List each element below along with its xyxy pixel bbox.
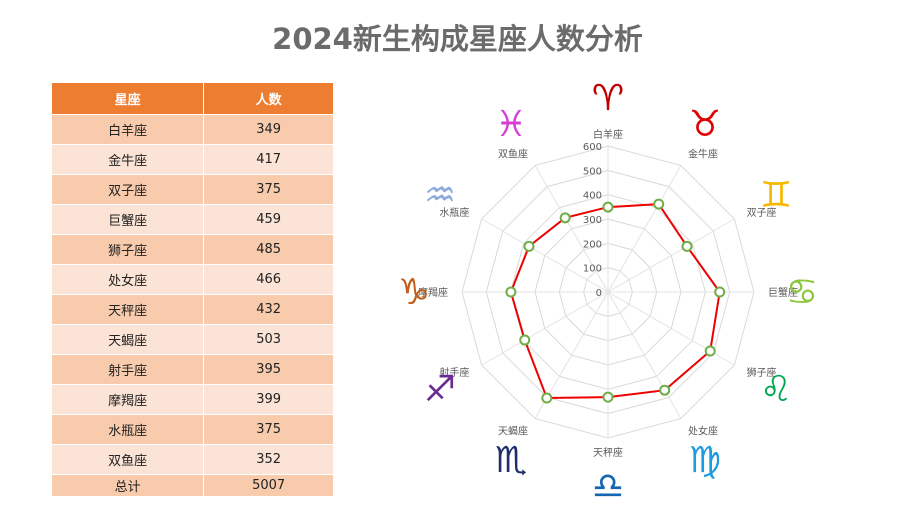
radar-category-label: 巨蟹座 bbox=[768, 286, 798, 299]
zodiac-count-table: 星座 人数 白羊座 349 金牛座 417 双子座 375 巨蟹座 459 狮子座 485 处女座 4… bbox=[50, 82, 334, 497]
table-row: 双子座 375 bbox=[50, 174, 334, 205]
column-header-count: 人数 bbox=[203, 82, 334, 115]
data-point bbox=[602, 201, 614, 213]
radar-spoke bbox=[607, 291, 735, 366]
cell-sign: 双鱼座 bbox=[50, 444, 205, 475]
radar-category-label: 白羊座 bbox=[593, 128, 623, 141]
cell-count: 417 bbox=[203, 144, 334, 175]
zodiac-symbol-icon: ♒ bbox=[424, 175, 456, 216]
cell-count: 349 bbox=[203, 114, 334, 145]
table-total-row: 总计 5007 bbox=[50, 474, 334, 497]
cell-count: 352 bbox=[203, 444, 334, 475]
cell-count: 399 bbox=[203, 384, 334, 415]
table-row: 巨蟹座 459 bbox=[50, 204, 334, 235]
radar-category-label: 水瓶座 bbox=[439, 206, 469, 219]
data-point bbox=[505, 286, 517, 298]
table-row: 射手座 395 bbox=[50, 354, 334, 385]
radar-spoke bbox=[607, 218, 735, 293]
zodiac-symbol-icon: ♎ bbox=[592, 466, 624, 507]
page-title: 2024新生构成星座人数分析 bbox=[272, 22, 643, 56]
radar-category-label: 双子座 bbox=[747, 206, 777, 219]
data-point bbox=[653, 198, 665, 210]
cell-sign: 水瓶座 bbox=[50, 414, 205, 445]
zodiac-symbol-icon: ♏ bbox=[495, 440, 527, 481]
table-row: 金牛座 417 bbox=[50, 144, 334, 175]
cell-count: 466 bbox=[203, 264, 334, 295]
cell-count: 459 bbox=[203, 204, 334, 235]
data-point bbox=[519, 334, 531, 346]
data-point bbox=[714, 286, 726, 298]
zodiac-symbol-icon: ♍ bbox=[689, 440, 721, 481]
zodiac-symbol-icon: ♓ bbox=[495, 104, 527, 145]
radar-tick-label: 500 bbox=[583, 166, 602, 177]
column-header-sign: 星座 bbox=[50, 82, 205, 115]
radar-category-label: 处女座 bbox=[688, 425, 718, 438]
radar-tick-label: 300 bbox=[583, 215, 602, 226]
radar-category-label: 天秤座 bbox=[593, 446, 623, 459]
table-row: 狮子座 485 bbox=[50, 234, 334, 265]
radar-category-label: 摩羯座 bbox=[418, 286, 448, 299]
zodiac-symbol-icon: ♊ bbox=[760, 175, 792, 216]
zodiac-symbol-icon: ♋ bbox=[786, 272, 818, 313]
zodiac-symbol-icon: ♈ bbox=[592, 80, 624, 119]
table-row: 摩羯座 399 bbox=[50, 384, 334, 415]
cell-sign: 天蝎座 bbox=[50, 324, 205, 355]
radar-category-label: 双鱼座 bbox=[498, 147, 528, 160]
cell-count: 375 bbox=[203, 414, 334, 445]
zodiac-symbol-icon: ♌ bbox=[760, 369, 792, 410]
data-point bbox=[541, 392, 553, 404]
cell-sign: 处女座 bbox=[50, 264, 205, 295]
cell-sign: 摩羯座 bbox=[50, 384, 205, 415]
radar-category-label: 天蝎座 bbox=[498, 425, 528, 438]
cell-count: 395 bbox=[203, 354, 334, 385]
radar-spoke bbox=[607, 291, 682, 419]
table-row: 天蝎座 503 bbox=[50, 324, 334, 355]
table-row: 处女座 466 bbox=[50, 264, 334, 295]
radar-tick-label: 0 bbox=[596, 288, 602, 299]
cell-sign: 金牛座 bbox=[50, 144, 205, 175]
radar-spoke bbox=[481, 218, 609, 293]
series-line bbox=[509, 203, 721, 400]
cell-count: 503 bbox=[203, 324, 334, 355]
radar-spoke bbox=[534, 165, 609, 293]
cell-sign: 射手座 bbox=[50, 354, 205, 385]
table-row: 天秤座 432 bbox=[50, 294, 334, 325]
total-value: 5007 bbox=[203, 474, 334, 497]
cell-sign: 天秤座 bbox=[50, 294, 205, 325]
zodiac-symbol-icon: ♑ bbox=[398, 272, 430, 313]
table-row: 水瓶座 375 bbox=[50, 414, 334, 445]
cell-count: 432 bbox=[203, 294, 334, 325]
radar-tick-label: 600 bbox=[583, 142, 602, 153]
radar-tick-label: 200 bbox=[583, 239, 602, 250]
radar-category-label: 狮子座 bbox=[747, 366, 777, 379]
radar-spoke bbox=[481, 291, 609, 366]
table-row: 白羊座 349 bbox=[50, 114, 334, 145]
table-row: 双鱼座 352 bbox=[50, 444, 334, 475]
data-point bbox=[681, 240, 693, 252]
data-point bbox=[704, 345, 716, 357]
zodiac-symbol-icon: ♉ bbox=[689, 104, 721, 145]
radar-category-label: 射手座 bbox=[439, 366, 469, 379]
data-point bbox=[602, 391, 614, 403]
radar-tick-label: 400 bbox=[583, 191, 602, 202]
cell-count: 375 bbox=[203, 174, 334, 205]
total-label: 总计 bbox=[50, 474, 205, 497]
cell-sign: 狮子座 bbox=[50, 234, 205, 265]
zodiac-symbol-icon: ♐ bbox=[424, 369, 456, 410]
cell-sign: 巨蟹座 bbox=[50, 204, 205, 235]
radar-tick-label: 100 bbox=[583, 264, 602, 275]
data-point bbox=[523, 240, 535, 252]
radar-spoke bbox=[607, 165, 682, 293]
cell-sign: 白羊座 bbox=[50, 114, 205, 145]
radar-category-label: 金牛座 bbox=[688, 147, 718, 160]
cell-count: 485 bbox=[203, 234, 334, 265]
table-header-row: 星座 人数 bbox=[50, 82, 334, 115]
data-point bbox=[659, 384, 671, 396]
data-point bbox=[559, 212, 571, 224]
cell-sign: 双子座 bbox=[50, 174, 205, 205]
